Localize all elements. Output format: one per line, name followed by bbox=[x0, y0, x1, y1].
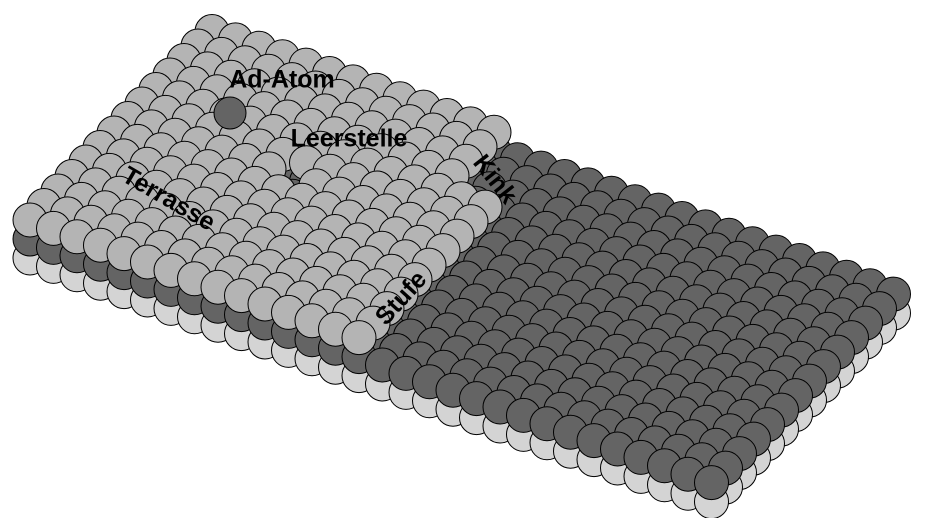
vacancy-label: Leerstelle bbox=[291, 125, 408, 153]
atom-lattice bbox=[13, 15, 911, 518]
atom bbox=[695, 466, 729, 500]
ad-atom bbox=[214, 97, 246, 129]
surface-diagram: Ad-Atom Leerstelle Terrasse Kink Stufe bbox=[0, 0, 925, 518]
atom bbox=[342, 321, 376, 355]
ad-atom-label: Ad-Atom bbox=[229, 66, 335, 94]
